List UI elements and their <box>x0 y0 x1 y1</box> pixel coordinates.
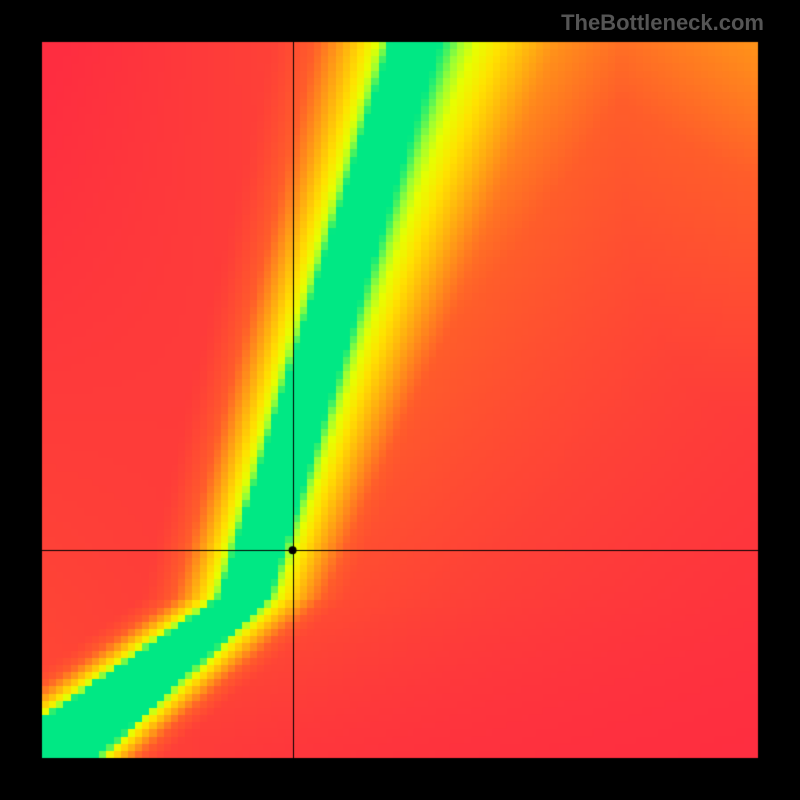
heatmap-canvas <box>0 0 800 800</box>
chart-container: TheBottleneck.com <box>0 0 800 800</box>
watermark-label: TheBottleneck.com <box>561 10 764 36</box>
